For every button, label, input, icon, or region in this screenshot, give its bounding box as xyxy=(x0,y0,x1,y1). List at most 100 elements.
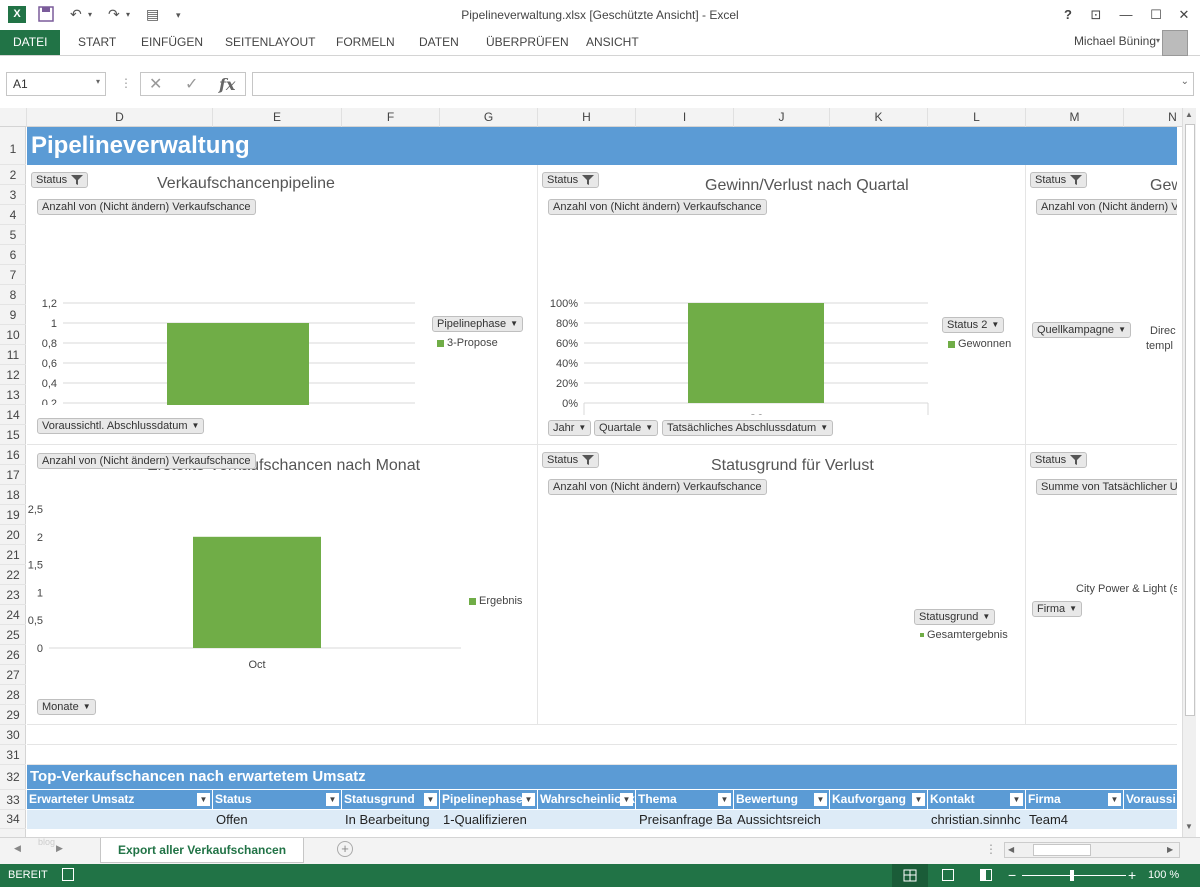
tab-formeln[interactable]: FORMELN xyxy=(336,35,395,49)
chart-panel-campaign[interactable]: Status Gew Anzahl von (Nicht ändern) V Q… xyxy=(1026,165,1177,445)
column-filter-dropdown-icon[interactable]: ▼ xyxy=(814,793,827,806)
scroll-thumb[interactable] xyxy=(1185,124,1195,716)
row-header-5[interactable]: 5 xyxy=(0,225,26,245)
table-cell[interactable]: Preisanfrage Ba xyxy=(639,812,733,827)
undo-dropdown-icon[interactable]: ▾ xyxy=(88,10,93,19)
company-field-button[interactable]: Firma ▼ xyxy=(1032,601,1083,617)
chart-panel-quarter[interactable]: Status Gewinn/Verlust nach Quartal Anzah… xyxy=(538,165,1026,445)
row-header-18[interactable]: 18 xyxy=(0,485,26,505)
column-header-m[interactable]: M xyxy=(1026,108,1124,127)
new-sheet-icon[interactable]: + xyxy=(337,841,353,857)
avatar[interactable] xyxy=(1162,30,1188,56)
status2-field-button[interactable]: Status 2 ▼ xyxy=(942,317,1005,333)
column-filter-dropdown-icon[interactable]: ▼ xyxy=(522,793,535,806)
row-header-9[interactable]: 9 xyxy=(0,305,26,325)
column-filter-dropdown-icon[interactable]: ▼ xyxy=(620,793,633,806)
scroll-down-icon[interactable]: ▼ xyxy=(1185,822,1193,831)
row-header-33[interactable]: 33 xyxy=(0,790,26,810)
redo-dropdown-icon[interactable]: ▾ xyxy=(126,10,131,19)
row-header-4[interactable]: 4 xyxy=(0,205,26,225)
row-header-28[interactable]: 28 xyxy=(0,685,26,705)
view-page-layout-icon[interactable] xyxy=(942,869,954,881)
row-header-19[interactable]: 19 xyxy=(0,505,26,525)
value-field-button[interactable]: Anzahl von (Nicht ändern) V xyxy=(1036,199,1177,215)
horizontal-scrollbar[interactable]: ◀ ▶ xyxy=(1004,842,1180,858)
row-header-15[interactable]: 15 xyxy=(0,425,26,445)
row-header-21[interactable]: 21 xyxy=(0,545,26,565)
zoom-level[interactable]: 100 % xyxy=(1148,869,1180,881)
expand-formula-bar-icon[interactable]: ⌄ xyxy=(1180,76,1189,87)
row-header-20[interactable]: 20 xyxy=(0,525,26,545)
pipelinephase-field-button[interactable]: Pipelinephase ▼ xyxy=(432,316,524,332)
column-header-k[interactable]: K xyxy=(830,108,928,127)
quarters-field-button[interactable]: Quartale ▼ xyxy=(594,420,659,436)
row-header-26[interactable]: 26 xyxy=(0,645,26,665)
macro-record-icon[interactable] xyxy=(62,868,74,881)
status-filter-button[interactable]: Status xyxy=(542,452,600,468)
column-header-h[interactable]: H xyxy=(538,108,636,127)
maximize-icon[interactable]: ☐ xyxy=(1150,7,1162,22)
close-icon[interactable]: ✕ xyxy=(1178,7,1190,22)
column-filter-dropdown-icon[interactable]: ▼ xyxy=(1108,793,1121,806)
redo-icon[interactable]: ↷ xyxy=(108,6,120,22)
zoom-out-icon[interactable]: − xyxy=(1008,867,1017,883)
column-header-n[interactable]: N xyxy=(1124,108,1200,127)
value-field-button[interactable]: Anzahl von (Nicht ändern) Verkaufschance xyxy=(37,453,256,469)
sheet-nav-next-icon[interactable]: ▶ xyxy=(56,843,63,853)
save-icon[interactable] xyxy=(38,6,54,25)
insert-function-icon[interactable]: fx xyxy=(219,75,236,94)
status-filter-button[interactable]: Status xyxy=(31,172,89,188)
view-page-break-icon[interactable] xyxy=(980,869,992,881)
horizontal-scroll-thumb[interactable] xyxy=(1033,844,1091,856)
row-header-30[interactable]: 30 xyxy=(0,725,26,745)
column-header-f[interactable]: F xyxy=(342,108,440,127)
chart-panel-company[interactable]: Status Summe von Tatsächlicher U City Po… xyxy=(1026,445,1177,725)
tab-daten[interactable]: DATEN xyxy=(419,35,459,49)
row-header-10[interactable]: 10 xyxy=(0,325,26,345)
actual-close-date-field-button[interactable]: Tatsächliches Abschlussdatum ▼ xyxy=(662,420,834,436)
table-cell[interactable]: Offen xyxy=(216,812,248,827)
table-cell[interactable]: In Bearbeitung xyxy=(345,812,430,827)
row-header-3[interactable]: 3 xyxy=(0,185,26,205)
chart-plot-quarter[interactable]: 0%20%40%60%80%100%Q32015 xyxy=(538,255,938,415)
name-box-dropdown-icon[interactable]: ▾ xyxy=(95,77,100,86)
row-header-17[interactable]: 17 xyxy=(0,465,26,485)
table-cell[interactable] xyxy=(538,810,636,829)
table-cell[interactable] xyxy=(830,810,928,829)
chart-panel-month[interactable]: Erstellte Verkaufschancen nach Monat Anz… xyxy=(27,445,538,725)
minimize-icon[interactable]: — xyxy=(1119,7,1133,22)
formula-input[interactable]: ⌄ xyxy=(252,72,1194,96)
tab-ueberpruefen[interactable]: ÜBERPRÜFEN xyxy=(486,35,569,49)
user-name[interactable]: Michael Büning xyxy=(1073,34,1156,48)
scroll-right-icon[interactable]: ▶ xyxy=(1167,845,1174,854)
view-normal-icon[interactable] xyxy=(892,864,928,887)
value-field-button[interactable]: Anzahl von (Nicht ändern) Verkaufschance xyxy=(548,479,767,495)
column-header-l[interactable]: L xyxy=(928,108,1026,127)
scroll-left-icon[interactable]: ◀ xyxy=(1008,845,1015,854)
column-filter-dropdown-icon[interactable]: ▼ xyxy=(326,793,339,806)
zoom-in-icon[interactable]: + xyxy=(1128,867,1137,883)
year-field-button[interactable]: Jahr ▼ xyxy=(548,420,592,436)
row-header-25[interactable]: 25 xyxy=(0,625,26,645)
name-box[interactable]: A1 ▾ xyxy=(6,72,106,96)
row-header-22[interactable]: 22 xyxy=(0,565,26,585)
column-filter-dropdown-icon[interactable]: ▼ xyxy=(912,793,925,806)
table-cell[interactable]: christian.sinnhc xyxy=(931,812,1021,827)
excel-logo-icon[interactable]: X xyxy=(8,6,26,23)
status-filter-button[interactable]: Status xyxy=(542,172,600,188)
scroll-up-icon[interactable]: ▲ xyxy=(1185,110,1193,119)
table-row[interactable]: Offen In Bearbeitung 1-Qualifizieren Preisa… xyxy=(27,810,1177,829)
form-icon[interactable]: ▤ xyxy=(146,6,160,22)
sheet-tab-export[interactable]: Export aller Verkaufschancen xyxy=(100,838,304,863)
user-dropdown-icon[interactable]: ▾ xyxy=(1155,36,1160,45)
help-button[interactable]: ? xyxy=(1064,7,1072,22)
tab-einfuegen[interactable]: EINFÜGEN xyxy=(141,35,204,49)
column-header-i[interactable]: I xyxy=(636,108,734,127)
tab-seitenlayout[interactable]: SEITENLAYOUT xyxy=(225,35,316,49)
row-header-31[interactable]: 31 xyxy=(0,745,26,765)
value-field-button[interactable]: Anzahl von (Nicht ändern) Verkaufschance xyxy=(548,199,767,215)
row-header-27[interactable]: 27 xyxy=(0,665,26,685)
months-field-button[interactable]: Monate ▼ xyxy=(37,699,96,715)
chart-plot-pipeline[interactable]: 00,20,40,60,811,227.03.2016 xyxy=(27,255,447,405)
table-cell[interactable] xyxy=(27,810,213,829)
